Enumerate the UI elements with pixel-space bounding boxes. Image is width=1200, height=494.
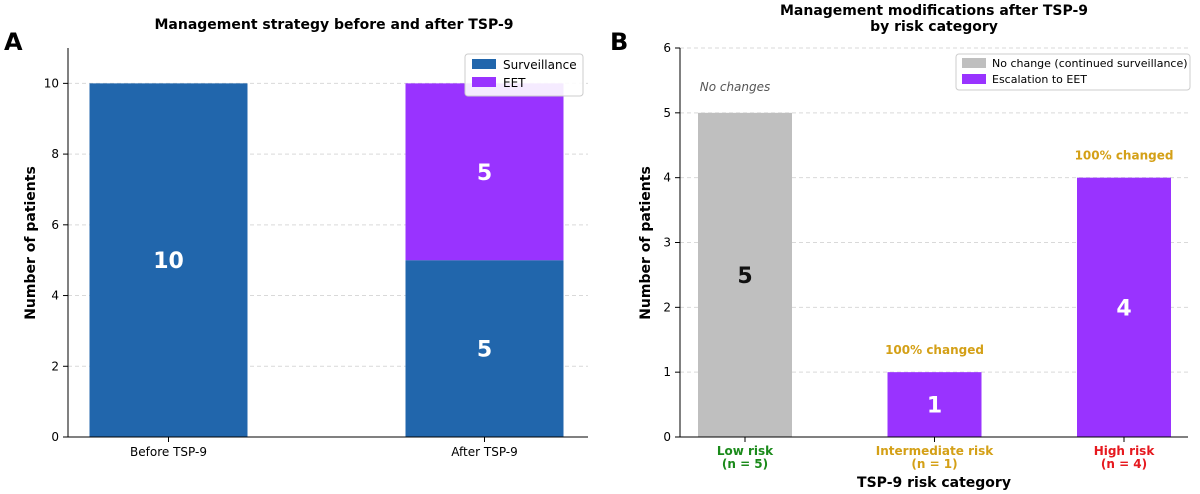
chart-title-b-line1: Management modifications after TSP-9 [780, 3, 1088, 19]
x-tick-label-b: High risk [1094, 444, 1156, 458]
y-tick-label-a: 0 [51, 430, 59, 444]
data-label-a: 10 [153, 249, 184, 274]
legend-b: No change (continued surveillance) Escala… [955, 53, 1191, 91]
panel-b: B Management modifications after TSP-9 b… [610, 3, 1191, 491]
data-label-a: 5 [477, 338, 492, 363]
legend-label-a: Surveillance [503, 58, 577, 72]
bar-b [887, 372, 982, 437]
data-label-b: 5 [737, 264, 752, 289]
data-label-b: 1 [927, 394, 942, 419]
legend-box-b [955, 53, 1191, 91]
bar-a-surveillance [405, 260, 564, 437]
legend-swatch-a [472, 59, 496, 69]
legend-swatch-a [472, 77, 496, 87]
x-tick-label-b-n: (n = 4) [1101, 457, 1147, 471]
y-axis-label-a: Number of patients [23, 166, 39, 320]
panel-label-a: A [4, 28, 23, 56]
panel-label-b: B [610, 28, 628, 56]
y-tick-label-a: 6 [51, 218, 59, 232]
y-tick-label-b: 3 [663, 236, 671, 250]
bar-b [1077, 177, 1171, 437]
bar-a-eet [405, 83, 564, 261]
legend-label-a: EET [503, 76, 526, 90]
y-tick-label-b: 6 [663, 41, 671, 55]
y-tick-label-b: 2 [663, 300, 671, 314]
x-tick-label-b-n: (n = 5) [722, 457, 768, 471]
legend-swatch-b [962, 58, 986, 68]
legend-label-b: No change (continued surveillance) [992, 57, 1188, 70]
y-tick-label-a: 4 [51, 289, 59, 303]
chart-title-a: Management strategy before and after TSP… [154, 17, 513, 33]
legend-swatch-b [962, 74, 986, 84]
legend-label-b: Escalation to EET [992, 73, 1087, 86]
bar-a-surveillance [89, 83, 248, 437]
bar-b [698, 112, 792, 437]
legend-a: Surveillance EET [464, 53, 584, 97]
data-label-a: 5 [477, 161, 492, 186]
y-tick-label-a: 10 [44, 76, 59, 90]
y-tick-label-a: 2 [51, 359, 59, 373]
y-tick-label-b: 4 [663, 171, 671, 185]
chart-title-b-line2: by risk category [870, 19, 998, 35]
y-tick-label-a: 8 [51, 147, 59, 161]
annotation-b: No changes [700, 80, 771, 94]
x-axis-label-b: TSP-9 risk category [857, 475, 1011, 491]
x-tick-label-a: Before TSP-9 [130, 445, 207, 459]
x-tick-label-b: Low risk [717, 444, 774, 458]
y-tick-label-b: 5 [663, 106, 671, 120]
data-label-b: 4 [1116, 296, 1131, 321]
x-tick-label-a: After TSP-9 [451, 445, 518, 459]
x-tick-label-b-n: (n = 1) [911, 457, 957, 471]
y-tick-label-b: 0 [663, 430, 671, 444]
y-tick-label-b: 1 [663, 365, 671, 379]
annotation-b: 100% changed [885, 343, 984, 357]
annotation-b: 100% changed [1075, 149, 1174, 163]
x-tick-label-b: Intermediate risk [876, 444, 994, 458]
panel-a: A Management strategy before and after T… [4, 17, 588, 459]
y-axis-label-b: Number of patients [638, 166, 654, 320]
